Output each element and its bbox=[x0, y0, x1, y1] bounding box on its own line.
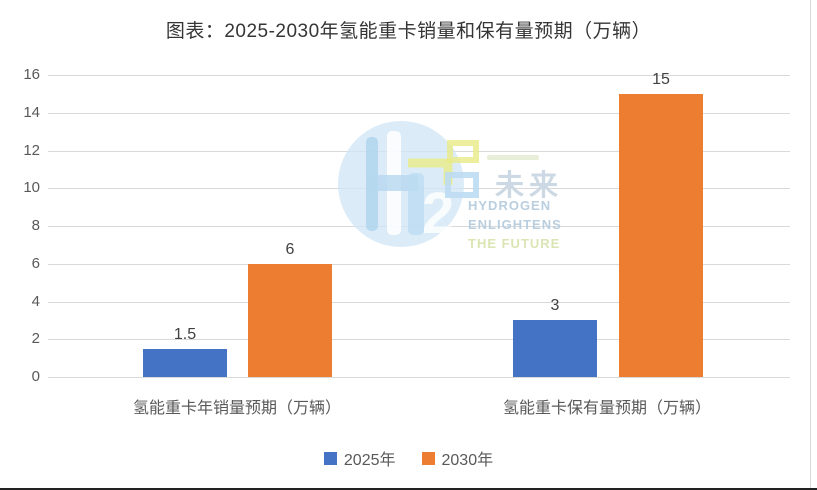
legend-item-2025[interactable]: 2025年 bbox=[323, 446, 396, 470]
gridline bbox=[48, 301, 790, 303]
bar-value-label: 3 bbox=[550, 297, 560, 315]
bar-2030-sales[interactable]: 6 bbox=[248, 241, 332, 377]
gridline bbox=[48, 263, 790, 265]
legend-label-2025: 2025年 bbox=[343, 452, 396, 469]
bar-fill bbox=[619, 93, 703, 377]
category-label-sales: 氢能重卡年销量预期（万辆） bbox=[132, 400, 342, 417]
legend-swatch-2025 bbox=[323, 451, 337, 465]
legend-label-2030: 2030年 bbox=[441, 452, 494, 469]
bar-2025-fleet[interactable]: 3 bbox=[513, 297, 597, 377]
bar-fill bbox=[143, 348, 227, 377]
gridline bbox=[48, 112, 790, 114]
bar-fill bbox=[248, 263, 332, 377]
gridline bbox=[48, 339, 790, 341]
bar-value-label: 1.5 bbox=[173, 325, 197, 343]
y-axis-label: 4 bbox=[31, 292, 40, 310]
category-label-fleet: 氢能重卡保有量预期（万辆） bbox=[502, 400, 712, 417]
chart-title: 图表：2025-2030年氢能重卡销量和保有量预期（万辆） bbox=[165, 21, 652, 42]
y-axis-label: 0 bbox=[31, 368, 40, 385]
bar-value-label: 15 bbox=[652, 70, 670, 88]
y-axis-label: 12 bbox=[23, 141, 40, 159]
bar-fill bbox=[513, 320, 597, 377]
bar-value-label: 6 bbox=[285, 240, 295, 258]
y-axis-label: 2 bbox=[31, 330, 40, 348]
gridline bbox=[48, 377, 790, 378]
y-axis-label: 6 bbox=[31, 254, 40, 272]
legend: 2025年 2030年 bbox=[0, 446, 817, 470]
bar-2025-sales[interactable]: 1.5 bbox=[143, 326, 227, 377]
y-axis-label: 14 bbox=[23, 103, 40, 121]
y-axis-label: 10 bbox=[23, 179, 40, 197]
y-axis-label: 16 bbox=[23, 66, 40, 83]
window-right-border bbox=[810, 0, 811, 488]
bar-2030-fleet[interactable]: 15 bbox=[619, 71, 703, 377]
legend-swatch-2030 bbox=[421, 451, 435, 465]
gridline bbox=[48, 75, 790, 76]
plot-area: 1.5 6 3 15 bbox=[48, 71, 790, 378]
y-axis-label: 8 bbox=[31, 217, 40, 234]
legend-item-2030[interactable]: 2030年 bbox=[421, 446, 494, 470]
